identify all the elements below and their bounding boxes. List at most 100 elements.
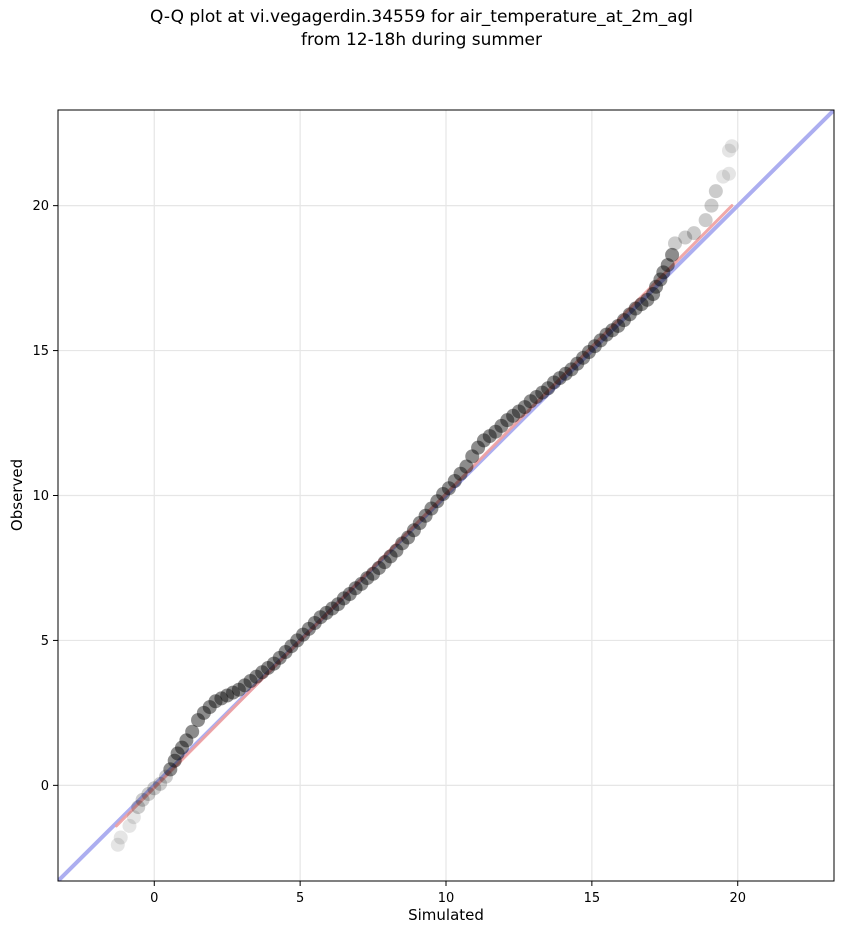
quantile-point [622, 307, 637, 322]
quantile-point [447, 474, 462, 489]
quantile-point [366, 566, 381, 581]
quantile-point [570, 356, 585, 371]
grid [58, 110, 834, 881]
quantile-point [523, 394, 538, 409]
quantile-point [360, 571, 375, 586]
quantile-point [179, 733, 194, 748]
quantile-point [261, 660, 276, 675]
quantile-point [185, 724, 200, 739]
quantile-point [202, 700, 217, 715]
quantile-point [708, 184, 723, 199]
quantile-point [243, 674, 258, 689]
quantile-point [517, 400, 532, 415]
quantile-point [226, 685, 241, 700]
quantile-point [616, 313, 631, 328]
quantile-point [698, 213, 713, 228]
axis-ticks: 0 5 10 15 20 0 5 10 15 20 [32, 199, 746, 906]
quantile-point [511, 404, 526, 419]
y-tick-label: 20 [32, 199, 49, 214]
quantile-point [307, 616, 322, 631]
quantile-point [406, 523, 421, 538]
quantile-point [153, 776, 168, 791]
quantile-point [412, 516, 427, 531]
quantile-point [704, 198, 719, 213]
quantile-point [558, 366, 573, 381]
quantile-point [634, 297, 649, 312]
quantile-point [313, 610, 328, 625]
quantile-point [290, 633, 305, 648]
quantile-point [319, 605, 334, 620]
quantile-point [237, 678, 252, 693]
fit-line [114, 204, 734, 828]
x-tick-label: 10 [438, 891, 455, 906]
x-axis-label: Simulated [408, 906, 484, 924]
quantile-point [342, 587, 357, 602]
quantile-point [459, 459, 474, 474]
quantile-point [686, 226, 701, 241]
chart-subtitle: from 12-18h during summer [301, 30, 542, 50]
quantile-point [191, 713, 206, 728]
quantile-point [174, 740, 189, 755]
quantile-point [640, 292, 655, 307]
quantile-point [678, 230, 693, 245]
quantile-point [284, 639, 299, 654]
quantile-point [371, 560, 386, 575]
quantile-point [196, 705, 211, 720]
quantile-point [441, 481, 456, 496]
quantile-point [395, 536, 410, 551]
chart-title-block: Q-Q plot at vi.vegagerdin.34559 for air_… [0, 6, 843, 52]
quantile-point [724, 139, 739, 154]
y-axis-label: Observed [8, 459, 26, 531]
quantile-point [436, 487, 451, 502]
quantile-point [721, 143, 736, 158]
quantile-point [506, 408, 521, 423]
y-tick-label: 15 [32, 344, 49, 359]
quantile-point [424, 501, 439, 516]
quantile-point [113, 830, 128, 845]
reference-lines [58, 110, 834, 881]
quantile-point [141, 787, 156, 802]
quantile-point [453, 466, 468, 481]
quantile-point [158, 769, 173, 784]
quantile-points [110, 139, 739, 852]
quantile-point [231, 682, 246, 697]
quantile-point [278, 645, 293, 660]
quantile-point [163, 762, 178, 777]
quantile-point [255, 665, 270, 680]
quantile-point [494, 418, 509, 433]
quantile-point [541, 381, 556, 396]
quantile-point [383, 549, 398, 564]
quantile-point [430, 494, 445, 509]
quantile-point [167, 753, 182, 768]
quantile-point [656, 265, 671, 280]
quantile-point [488, 424, 503, 439]
quantile-point [170, 746, 185, 761]
quantile-point [266, 656, 281, 671]
quantile-point [135, 792, 150, 807]
quantile-point [401, 530, 416, 545]
quantile-point [653, 272, 668, 287]
quantile-point [576, 350, 591, 365]
quantile-point [336, 591, 351, 606]
quantile-point [593, 333, 608, 348]
quantile-point [628, 301, 643, 316]
quantile-point [220, 688, 235, 703]
quantile-point [716, 169, 731, 184]
quantile-point [214, 691, 229, 706]
quantile-point [587, 339, 602, 354]
quantile-point [389, 543, 404, 558]
x-tick-label: 5 [296, 891, 304, 906]
quantile-point [377, 555, 392, 570]
y-tick-label: 10 [32, 489, 49, 504]
x-tick-label: 15 [584, 891, 601, 906]
quantile-point [581, 345, 596, 360]
quantile-point [110, 837, 125, 852]
x-tick-label: 20 [729, 891, 746, 906]
quantile-point [147, 781, 162, 796]
y-tick-label: 0 [41, 779, 49, 794]
quantile-point [668, 236, 683, 251]
quantile-point [131, 800, 146, 815]
quantile-point [552, 371, 567, 386]
quantile-point [482, 429, 497, 444]
